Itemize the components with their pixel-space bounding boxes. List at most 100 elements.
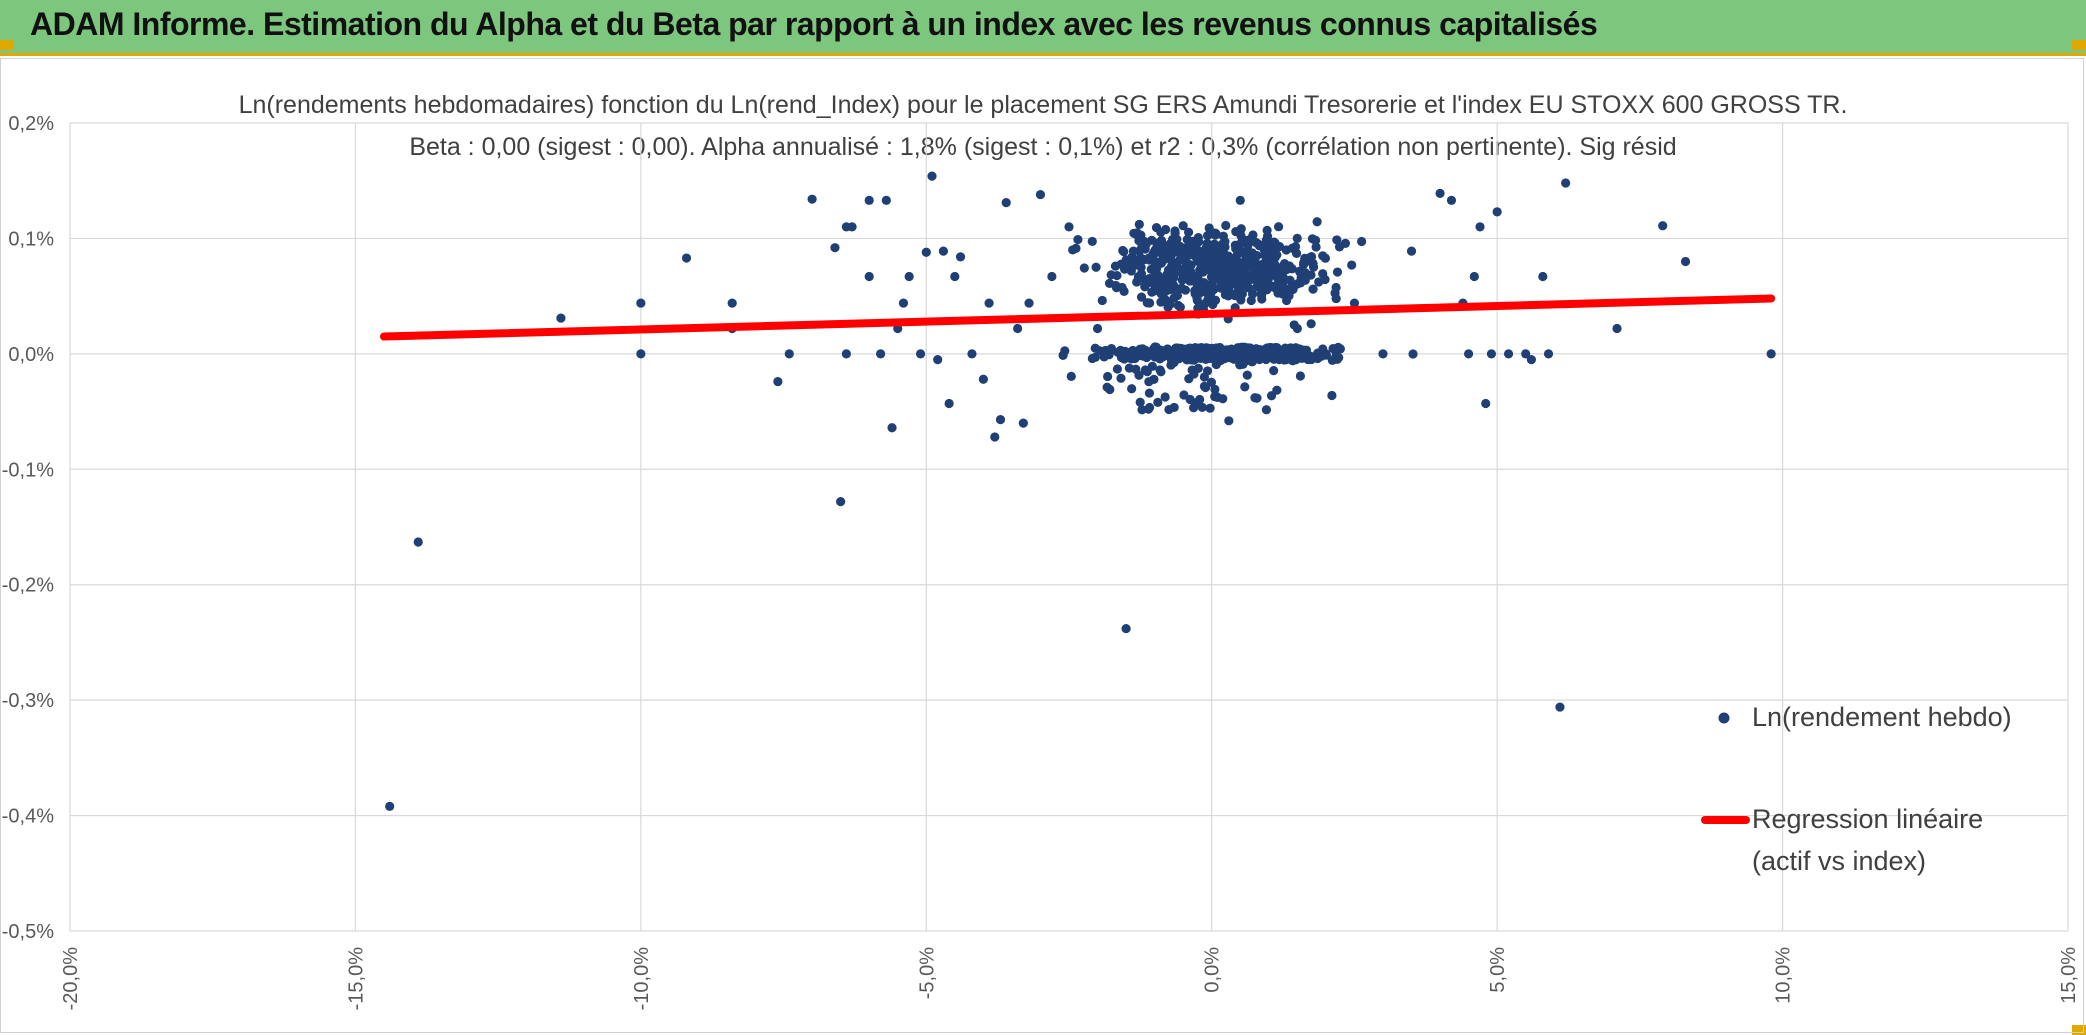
scatter-point [1331, 293, 1341, 304]
x-tick-label: -15,0% [345, 947, 367, 1011]
scatter-point [1142, 298, 1152, 308]
scatter-point [1273, 222, 1284, 232]
scatter-point [1235, 195, 1245, 205]
scatter-point [841, 349, 851, 359]
scatter-point [1156, 367, 1166, 377]
scatter-point [1295, 371, 1306, 381]
y-tick-label: -0,1% [2, 459, 54, 481]
scatter-point [1151, 348, 1161, 358]
scatter-point [1210, 384, 1220, 394]
scatter-point [1234, 270, 1244, 281]
scatter-point [1408, 349, 1418, 359]
scatter-point [1097, 295, 1107, 306]
scatter-point [1220, 250, 1231, 260]
scatter-point [915, 349, 926, 359]
scatter-point [1469, 271, 1479, 282]
scatter-point [1299, 258, 1309, 268]
legend-label-regression-line1: Regression linéaire [1752, 804, 1984, 834]
scatter-point [1308, 284, 1318, 294]
scatter-point [1203, 231, 1213, 241]
scatter-point [1492, 207, 1502, 217]
scatter-point [1193, 363, 1203, 373]
scatter-point [1261, 249, 1272, 259]
scatter-point [1163, 265, 1174, 275]
scatter-point [938, 246, 949, 256]
scatter-point [1099, 352, 1109, 362]
scatter-point [904, 271, 914, 282]
scatter-point [1543, 349, 1554, 359]
scatter-point [1132, 277, 1142, 287]
scatter-point [1680, 256, 1691, 267]
scatter-point [1435, 188, 1445, 199]
x-tick-label: 0,0% [1202, 947, 1224, 993]
scatter-point [1236, 261, 1246, 271]
scatter-point [1287, 355, 1297, 365]
scatter-point [1127, 384, 1137, 394]
y-tick-label: 0,1% [8, 228, 54, 250]
scatter-point [1328, 344, 1338, 354]
scatter-point [1132, 259, 1143, 269]
scatter-point [1235, 360, 1245, 370]
scatter-point [1153, 243, 1163, 253]
scatter-point [1252, 393, 1262, 403]
scatter-point [1106, 345, 1116, 355]
scatter-point [1207, 286, 1217, 297]
scatter-point [1327, 390, 1337, 401]
scatter-point [1332, 267, 1343, 277]
scatter-point [927, 171, 937, 181]
scatter-point [1073, 234, 1083, 245]
scatter-point [1087, 353, 1097, 364]
scatter-point [1118, 245, 1128, 256]
scatter-point [1135, 397, 1145, 407]
scatter-point [1175, 241, 1185, 252]
scatter-point [864, 195, 874, 205]
scatter-point [1204, 223, 1214, 233]
scatter-point [1137, 405, 1147, 415]
scatter-point [1201, 262, 1211, 272]
scatter-point [1117, 282, 1127, 293]
scatter-point [1144, 377, 1154, 387]
scatter-point [1035, 189, 1046, 200]
scatter-point [1228, 289, 1238, 300]
scatter-point [1134, 370, 1144, 380]
scatter-point [1213, 266, 1223, 276]
scatter-point [1236, 295, 1246, 305]
scatter-point [1331, 282, 1341, 293]
scatter-point [1269, 365, 1279, 376]
scatter-point [1202, 238, 1212, 249]
header-bar: ADAM Informe. Estimation du Alpha et du … [0, 0, 2086, 56]
scatter-point [1257, 294, 1267, 304]
scatter-point [1446, 195, 1457, 205]
scatter-point [944, 398, 954, 409]
scatter-point [1119, 354, 1129, 364]
scatter-point [1233, 248, 1243, 258]
scatter-point [990, 432, 1000, 442]
scatter-point [1486, 349, 1497, 359]
scatter-point [1172, 234, 1182, 244]
scatter-point [636, 349, 646, 359]
scatter-point [1259, 283, 1269, 293]
scatter-point [1270, 352, 1280, 362]
y-tick-label: 0,2% [8, 113, 54, 135]
scatter-point [1297, 353, 1307, 363]
scatter-point [1240, 382, 1250, 392]
scatter-point [1211, 359, 1221, 370]
scatter-point [1121, 255, 1131, 265]
scatter-point [921, 247, 931, 257]
scatter-point [1092, 323, 1103, 334]
scatter-point [1236, 231, 1246, 241]
scatter-point [1261, 405, 1272, 415]
legend-label-regression-line2: (actif vs index) [1752, 846, 1927, 876]
scatter-point [1555, 702, 1565, 712]
y-tick-label: -0,5% [2, 921, 54, 943]
scatter-point [1148, 251, 1158, 261]
scatter-point [1166, 346, 1176, 356]
chart-area [0, 58, 2084, 1033]
scatter-point [1130, 353, 1140, 364]
scatter-point [1251, 237, 1261, 248]
scatter-point [1144, 402, 1155, 413]
scatter-point [1210, 295, 1221, 305]
scatter-point [1246, 295, 1256, 306]
scatter-point [1334, 353, 1344, 363]
scatter-point [1183, 227, 1194, 237]
